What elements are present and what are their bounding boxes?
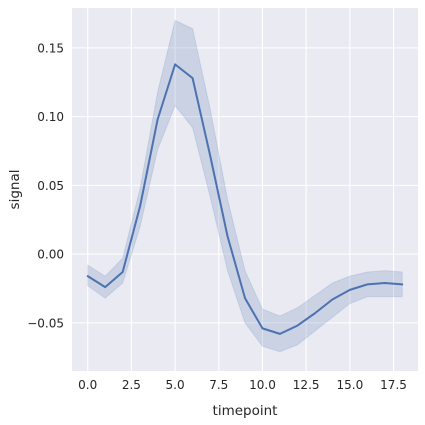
- series-line: [86, 63, 404, 335]
- gridlines: [72, 8, 418, 371]
- plot-background: [72, 8, 418, 371]
- y-tick-labels: −0.05 0.00 0.05 0.10 0.15: [27, 41, 64, 330]
- x-tick-label: 0.0: [78, 378, 97, 392]
- x-tick-labels: 0.0 2.5 5.0 7.5 10.0 12.5 15.0 17.5: [78, 378, 407, 392]
- x-tick-label: 17.5: [380, 378, 407, 392]
- y-axis-label: signal: [7, 170, 23, 210]
- y-tick-label: 0.05: [37, 179, 64, 193]
- x-tick-label: 15.0: [336, 378, 363, 392]
- x-tick-label: 12.5: [293, 378, 320, 392]
- x-tick-label: 5.0: [166, 378, 185, 392]
- y-tick-label: 0.10: [37, 110, 64, 124]
- x-tick-label: 7.5: [209, 378, 228, 392]
- data-marks: [86, 19, 404, 353]
- confidence-band: [87, 19, 403, 353]
- y-tick-label: −0.05: [27, 316, 64, 330]
- x-axis-label: timepoint: [213, 403, 278, 419]
- y-tick-label: 0.15: [37, 41, 64, 55]
- y-tick-label: 0.00: [37, 248, 64, 262]
- x-tick-label: 2.5: [122, 378, 141, 392]
- x-tick-label: 10.0: [249, 378, 276, 392]
